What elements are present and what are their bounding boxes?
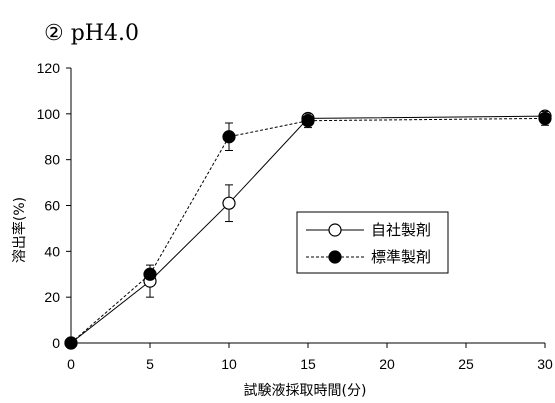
y-tick-label: 100 — [37, 106, 61, 122]
data-point — [222, 130, 236, 144]
legend-marker-series-2 — [328, 250, 342, 264]
x-tick-label: 15 — [300, 356, 316, 372]
series-layer — [64, 109, 552, 350]
y-tick-label: 80 — [44, 152, 60, 168]
chart-title: ② pH4.0 — [44, 21, 139, 46]
axes — [70, 68, 545, 344]
x-tick-label: 5 — [146, 356, 154, 372]
y-tick-label: 120 — [37, 60, 61, 76]
y-tick-label: 60 — [44, 198, 60, 214]
legend-box — [296, 211, 449, 274]
legend-marker-series-1 — [328, 223, 342, 237]
x-tick-label: 10 — [221, 356, 237, 372]
legend: 自社製剤 標準製剤 — [296, 211, 449, 274]
legend-label-series-2: 標準製剤 — [371, 248, 431, 266]
series-2 — [64, 111, 552, 350]
data-point — [538, 111, 552, 126]
y-tick-label: 40 — [44, 243, 60, 259]
data-point — [64, 336, 78, 350]
legend-label-series-1: 自社製剤 — [371, 221, 431, 239]
y-tick-label: 0 — [52, 335, 60, 351]
data-point — [222, 196, 236, 210]
x-axis-ticks: 0 5 10 15 20 25 30 — [67, 343, 553, 372]
x-tick-label: 0 — [67, 356, 75, 372]
data-point — [143, 267, 157, 281]
data-point — [301, 114, 315, 128]
x-tick-label: 30 — [537, 356, 553, 372]
x-tick-label: 20 — [379, 356, 395, 372]
x-tick-label: 25 — [458, 356, 474, 372]
series-2-line — [70, 117, 546, 344]
x-axis-label: 試験液採取時間(分) — [244, 383, 367, 399]
y-axis-label: 溶出率(%) — [11, 197, 28, 263]
y-axis-ticks: 0 20 40 60 80 100 120 — [37, 60, 71, 351]
y-tick-label: 20 — [44, 289, 60, 305]
